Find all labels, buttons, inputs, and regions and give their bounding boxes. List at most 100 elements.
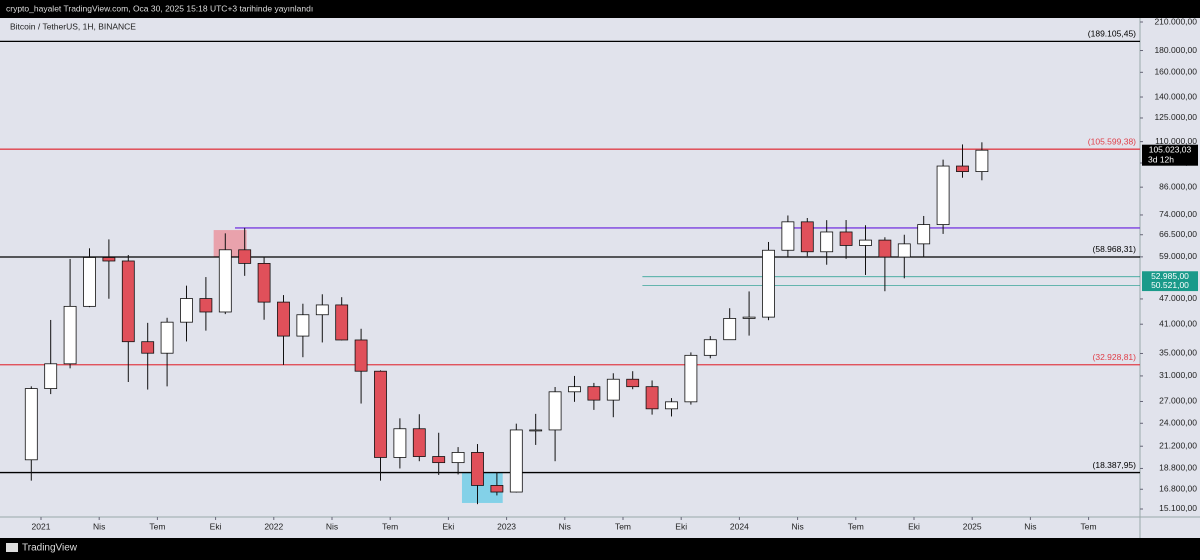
x-tick-label: Eki [210,521,222,531]
y-tick-label: 66.500,00 [1159,229,1197,239]
candle-body [335,304,349,341]
candle-body [121,260,135,343]
candle-body [83,257,96,307]
candle-body [800,221,814,253]
candle-body [102,257,116,262]
level-label: (18.387,95) [1093,460,1137,470]
publish-info: crypto_hayalet TradingView.com, Oca 30, … [6,3,313,13]
candle-body [703,339,717,356]
candle-body [44,363,58,389]
x-tick-label: 2023 [497,521,516,531]
candle-body [24,388,38,461]
candle-body [393,428,407,458]
chart-bg [0,18,1200,538]
y-tick-label: 35.000,00 [1159,348,1197,358]
y-tick-label: 210.000,00 [1154,16,1197,26]
candle-body [762,249,775,318]
candle-body [548,391,562,431]
candle-body [742,316,756,319]
candle-body [509,429,523,493]
y-tick-label: 47.000,00 [1159,293,1197,303]
price-tag-label: 52.985,00 [1151,271,1189,281]
candle-body [238,249,252,264]
x-tick-label: Tem [382,521,398,531]
candle-body [432,456,446,464]
y-tick-label: 110.000,00 [1155,136,1197,146]
candle-body [723,318,737,341]
x-tick-label: Tem [615,521,631,531]
last-price-tag [1142,144,1198,166]
price-tag-label: 50.521,00 [1151,280,1189,290]
candle-body [956,165,969,172]
x-tick-label: Nis [326,521,338,531]
level-label: (32.928,81) [1093,352,1137,362]
candle-body [820,231,834,253]
candle-body [180,298,193,323]
candle-body [975,149,989,172]
y-tick-label: 74.000,00 [1159,209,1197,219]
candle-body [917,224,931,245]
candle-body [490,485,504,493]
brand: TradingView [22,543,78,554]
candle-body [626,378,640,388]
y-tick-label: 180.000,00 [1154,45,1197,55]
x-tick-label: Eki [442,521,454,531]
candle-body [606,378,620,401]
y-tick-label: 21.200,00 [1159,440,1197,450]
y-tick-label: 24.000,00 [1159,418,1197,428]
x-tick-label: 2024 [730,521,749,531]
x-tick-label: 2025 [963,521,982,531]
symbol-title: Bitcoin / TetherUS, 1H, BINANCE [10,21,136,31]
candle-body [471,452,484,486]
candle-body [160,321,174,354]
y-tick-label: 18.800,00 [1159,463,1197,473]
candle-body [645,386,659,410]
candle-body [63,305,77,365]
x-tick-label: Tem [848,521,864,531]
candle-body [859,239,872,246]
y-tick-label: 31.000,00 [1159,370,1197,380]
candle-body [451,452,465,464]
x-tick-label: Nis [559,521,571,531]
last-price-label: 105.023,03 [1149,144,1192,154]
level-label: (58.968,31) [1093,244,1137,254]
x-tick-label: Nis [791,521,803,531]
candle-body [684,354,698,403]
candle-body [781,221,795,251]
candle-body [878,239,892,258]
candle-body [839,231,853,246]
candle-body [277,301,290,337]
x-tick-label: Eki [908,521,920,531]
candle-body [141,341,155,354]
candle-body [587,386,601,401]
y-tick-label: 86.000,00 [1159,181,1197,191]
x-tick-label: Tem [1081,521,1097,531]
x-tick-label: Eki [675,521,687,531]
x-tick-label: Nis [1024,521,1036,531]
y-tick-label: 15.100,00 [1159,503,1197,513]
y-tick-label: 160.000,00 [1154,67,1197,77]
countdown: 3d 12h [1148,154,1174,164]
candle-body [374,370,387,458]
candle-body [897,243,911,258]
candle-body [315,304,329,316]
candle-body [218,249,232,313]
y-tick-label: 27.000,00 [1159,396,1197,406]
candle-body [412,428,426,457]
x-tick-label: Tem [149,521,165,531]
x-tick-label: Nis [93,521,105,531]
candle-body [354,339,368,372]
y-tick-label: 16.800,00 [1159,484,1197,494]
price-tag [1142,280,1198,292]
candle-body [296,314,310,337]
candle-body [568,386,581,393]
candle-body [257,263,271,303]
level-label: (189.105,45) [1088,29,1136,39]
candle-body [665,401,678,410]
y-tick-label: 41.000,00 [1159,318,1197,328]
y-tick-label: 140.000,00 [1154,91,1197,101]
level-label: (105.599,38) [1088,136,1136,146]
brand-logo [6,543,18,552]
